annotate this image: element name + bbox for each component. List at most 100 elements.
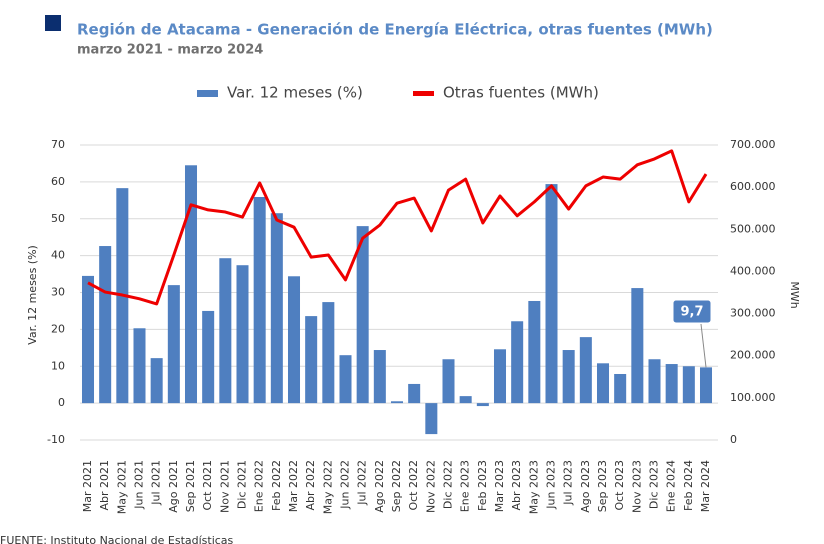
bar bbox=[425, 403, 438, 435]
y-tick-label: 30 bbox=[51, 286, 65, 299]
bar bbox=[270, 213, 283, 404]
bar bbox=[528, 300, 541, 404]
x-tick-label: Dic 2022 bbox=[442, 460, 455, 509]
bar bbox=[339, 355, 352, 404]
y-tick-label: 50 bbox=[51, 212, 65, 225]
y2-tick-label: 200.000 bbox=[730, 349, 776, 362]
x-tick-label: Abr 2021 bbox=[98, 460, 111, 511]
bar bbox=[614, 373, 627, 404]
x-tick-label: May 2021 bbox=[115, 460, 128, 514]
bar bbox=[287, 276, 301, 404]
data-label: 9,7 bbox=[680, 305, 703, 320]
y2-tick-label: 100.000 bbox=[730, 391, 776, 404]
legend-label: Otras fuentes (MWh) bbox=[443, 84, 599, 102]
data-label-box bbox=[672, 299, 712, 324]
bar bbox=[631, 288, 644, 404]
y2-tick-label: 300.000 bbox=[730, 307, 776, 320]
y2-tick-label: 700.000 bbox=[730, 138, 776, 151]
x-tick-label: Ago 2021 bbox=[167, 460, 180, 513]
bar bbox=[476, 403, 489, 407]
bar bbox=[648, 359, 661, 404]
bar bbox=[373, 350, 386, 404]
legend-swatch bbox=[197, 90, 218, 97]
x-tick-label: Feb 2022 bbox=[270, 460, 283, 511]
bar bbox=[99, 246, 112, 404]
bar bbox=[579, 337, 592, 404]
bar bbox=[699, 367, 713, 404]
bar bbox=[81, 275, 95, 404]
bar bbox=[133, 328, 146, 404]
x-tick-label: Oct 2023 bbox=[613, 460, 626, 511]
x-tick-label: Abr 2022 bbox=[304, 460, 317, 511]
legend-swatch bbox=[413, 91, 434, 96]
x-tick-label: Jun 2022 bbox=[339, 460, 352, 510]
x-tick-label: Ene 2023 bbox=[459, 460, 472, 512]
bar bbox=[511, 321, 524, 404]
y2-tick-label: 0 bbox=[730, 433, 737, 446]
bar bbox=[493, 349, 507, 404]
y-tick-label: -10 bbox=[47, 433, 65, 446]
x-tick-label: Jul 2023 bbox=[562, 460, 575, 506]
y-axis-label: Var. 12 meses (%) bbox=[26, 245, 39, 345]
x-tick-label: Mar 2022 bbox=[287, 460, 300, 512]
bar bbox=[682, 366, 695, 404]
y-tick-label: 40 bbox=[51, 249, 65, 262]
bar bbox=[253, 196, 266, 404]
x-tick-label: Sep 2021 bbox=[184, 460, 197, 512]
y2-tick-label: 600.000 bbox=[730, 180, 776, 193]
bar bbox=[459, 396, 472, 404]
y2-axis-label: MWh bbox=[788, 281, 801, 308]
bar bbox=[184, 165, 198, 404]
bar bbox=[562, 350, 575, 404]
y-tick-label: 70 bbox=[51, 138, 65, 151]
bar bbox=[322, 302, 335, 404]
title-icon bbox=[45, 15, 61, 31]
x-tick-label: Nov 2023 bbox=[630, 460, 643, 513]
bar bbox=[202, 310, 215, 404]
bar bbox=[305, 316, 318, 404]
bar bbox=[150, 358, 163, 404]
x-tick-label: Mar 2021 bbox=[81, 460, 94, 512]
x-tick-label: Jun 2023 bbox=[545, 460, 558, 510]
x-tick-label: Nov 2021 bbox=[218, 460, 231, 513]
x-tick-label: Abr 2023 bbox=[510, 460, 523, 511]
source: FUENTE: Instituto Nacional de Estadístic… bbox=[0, 534, 234, 544]
bar bbox=[390, 401, 404, 404]
bar bbox=[408, 383, 421, 404]
x-tick-label: Oct 2022 bbox=[407, 460, 420, 511]
x-tick-label: Dic 2023 bbox=[648, 460, 661, 509]
x-tick-label: Feb 2023 bbox=[476, 460, 489, 511]
x-tick-label: Sep 2023 bbox=[596, 460, 609, 512]
y-tick-label: 60 bbox=[51, 175, 65, 188]
y-tick-label: 20 bbox=[51, 322, 65, 335]
bar bbox=[665, 364, 678, 404]
legend-label: Var. 12 meses (%) bbox=[227, 84, 363, 102]
y-tick-label: 0 bbox=[58, 396, 65, 409]
x-tick-label: Mar 2023 bbox=[493, 460, 506, 512]
bar bbox=[545, 184, 558, 404]
label-leader bbox=[700, 323, 707, 368]
x-tick-label: Jun 2021 bbox=[133, 460, 146, 510]
x-tick-label: Oct 2021 bbox=[201, 460, 214, 511]
bar bbox=[219, 258, 232, 404]
bar bbox=[167, 285, 180, 404]
bar bbox=[596, 363, 610, 404]
bar bbox=[236, 265, 249, 404]
x-tick-label: Sep 2022 bbox=[390, 460, 403, 512]
bar bbox=[356, 226, 369, 404]
x-tick-label: Nov 2022 bbox=[424, 460, 437, 513]
bar bbox=[442, 359, 455, 404]
x-tick-label: Jul 2021 bbox=[150, 460, 163, 506]
x-tick-label: May 2022 bbox=[321, 460, 334, 514]
x-tick-label: Ago 2022 bbox=[373, 460, 386, 513]
x-tick-label: Feb 2024 bbox=[682, 460, 695, 511]
x-tick-label: Mar 2024 bbox=[699, 460, 712, 512]
y2-tick-label: 400.000 bbox=[730, 264, 776, 277]
x-tick-label: Ene 2024 bbox=[665, 460, 678, 512]
chart-subtitle: marzo 2021 - marzo 2024 bbox=[77, 43, 263, 58]
x-tick-label: Dic 2021 bbox=[236, 460, 249, 509]
y2-tick-label: 500.000 bbox=[730, 222, 776, 235]
line bbox=[87, 149, 708, 306]
